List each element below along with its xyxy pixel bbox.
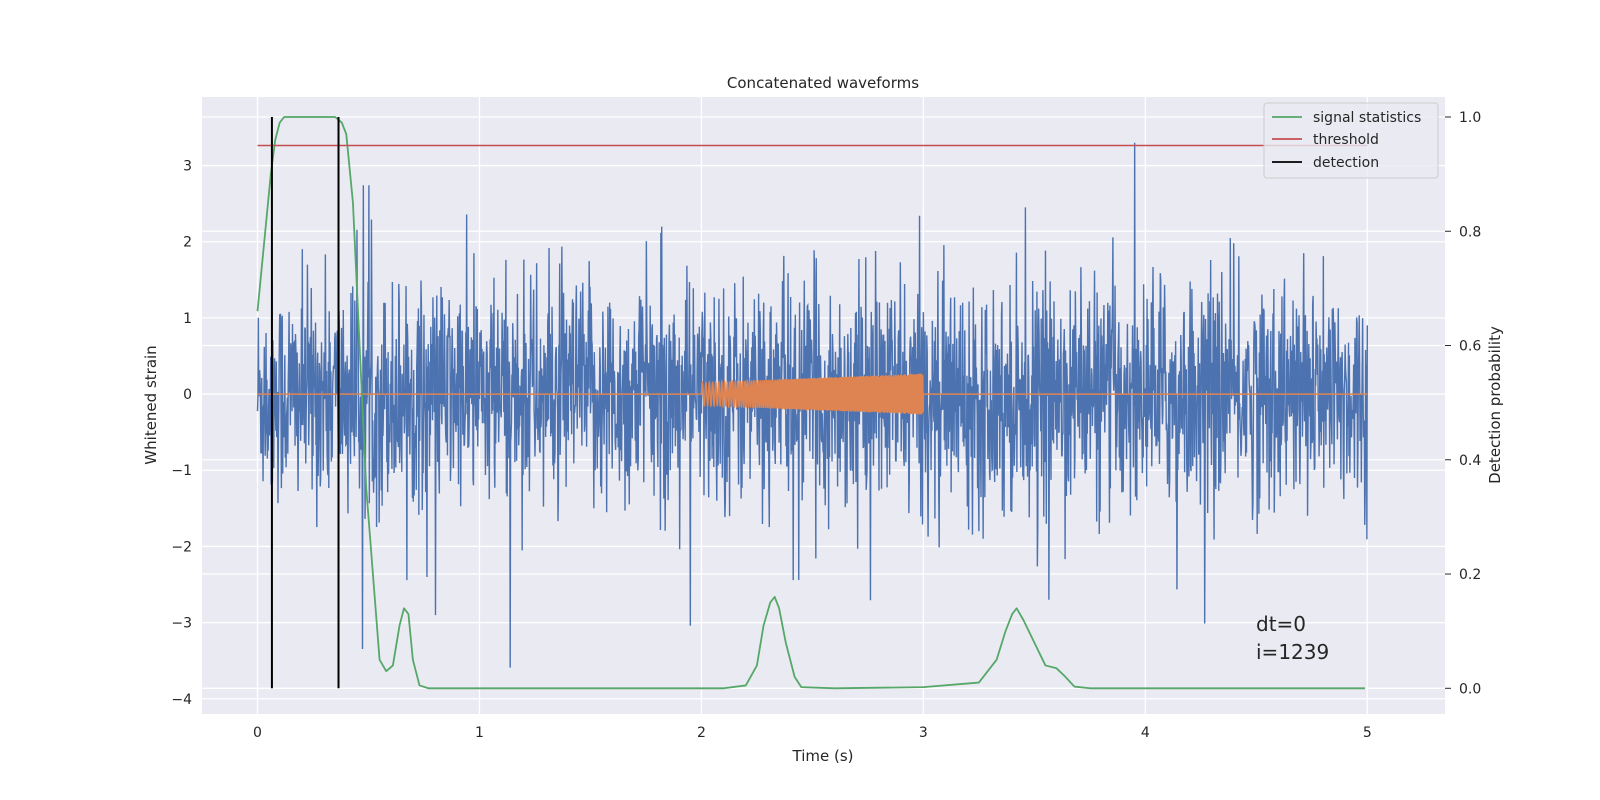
y-tick-label: 2 (183, 235, 192, 251)
x-tick-label: 1 (475, 725, 484, 741)
y-axis-title: Whitened strain (142, 345, 160, 464)
ticks: 0 1 2 3 4 5 −4 −3 −2 −1 0 1 2 3 0.0 0.2 0.4 0.6 0.8 1.0 (171, 110, 1481, 741)
series-signal-statistics (256, 116, 1366, 690)
legend-label-detection: detection (1313, 155, 1379, 171)
y-tick-label: −1 (171, 463, 192, 479)
x-tick-label: 0 (253, 725, 262, 741)
plot-area (256, 116, 1369, 690)
y2-tick-label: 0.6 (1459, 339, 1481, 355)
annotation-dt: dt=0 (1256, 612, 1306, 636)
legend-label-threshold: threshold (1313, 132, 1379, 148)
series-injected-waveform (257, 373, 1368, 415)
y2-axis-title: Detection probability (1486, 326, 1504, 484)
chart-title: Concatenated waveforms (727, 74, 919, 92)
y2-tick-label: 0.8 (1459, 224, 1481, 240)
y-tick-label: 1 (183, 311, 192, 327)
legend: signal statistics threshold detection (1263, 102, 1439, 179)
legend-label-signal-statistics: signal statistics (1313, 110, 1421, 126)
x-tick-label: 4 (1141, 725, 1150, 741)
x-tick-label: 3 (919, 725, 928, 741)
y-tick-label: −3 (171, 616, 192, 632)
y-tick-label: −2 (171, 539, 192, 555)
y-tick-label: 3 (183, 159, 192, 175)
y2-tick-label: 0.0 (1459, 681, 1481, 697)
y2-tick-label: 0.4 (1459, 453, 1481, 469)
legend-frame (1263, 102, 1439, 179)
y2-tick-label: 1.0 (1459, 110, 1481, 126)
x-axis-title: Time (s) (792, 747, 854, 765)
annotation-index: i=1239 (1256, 640, 1329, 664)
y2-tick-label: 0.2 (1459, 567, 1481, 583)
y-tick-label: −4 (171, 692, 192, 708)
x-tick-label: 5 (1363, 725, 1372, 741)
x-tick-label: 2 (697, 725, 706, 741)
y-tick-label: 0 (183, 387, 192, 403)
